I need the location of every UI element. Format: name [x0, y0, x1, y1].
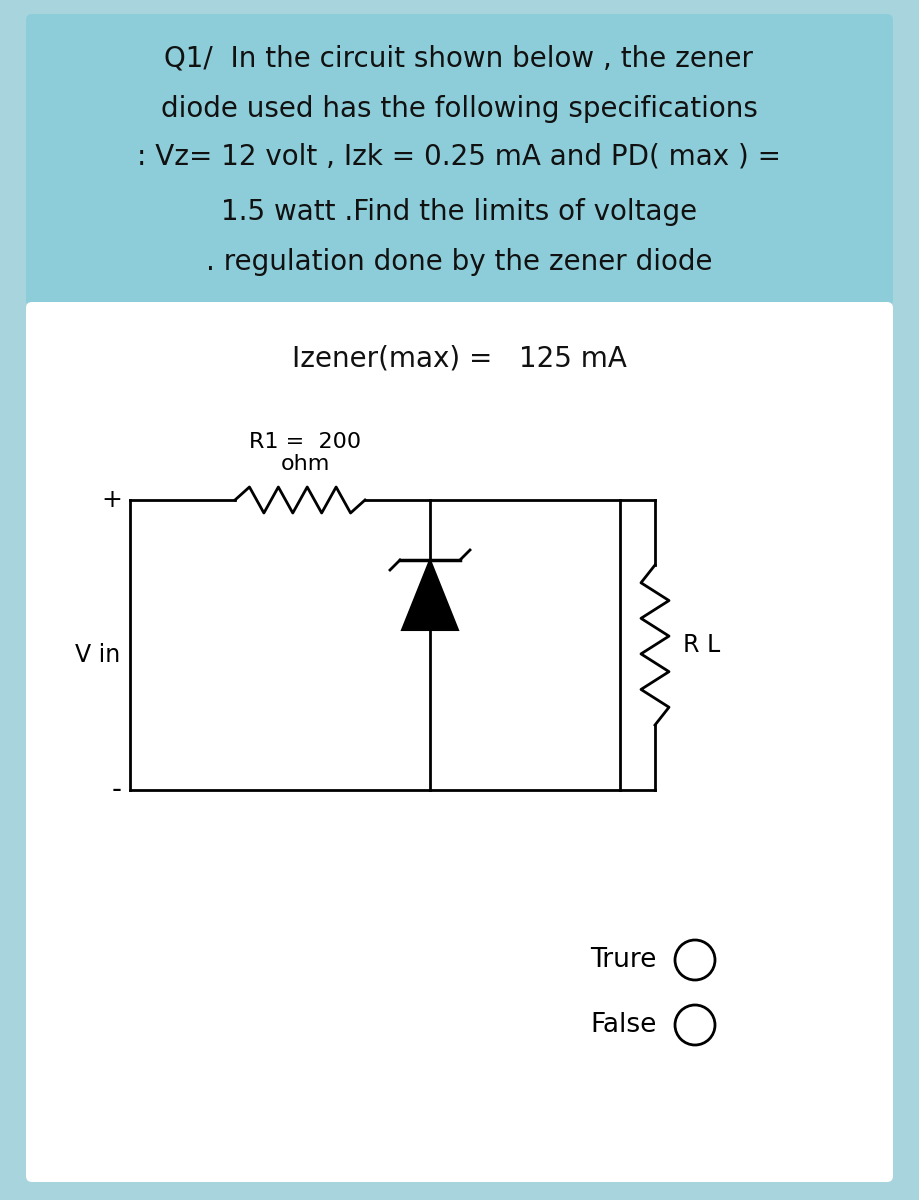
Text: False: False	[590, 1012, 656, 1038]
FancyBboxPatch shape	[8, 2, 911, 1198]
Text: ohm: ohm	[280, 454, 330, 474]
Text: Izener(max) =   125 mA: Izener(max) = 125 mA	[291, 346, 627, 373]
Text: . regulation done by the zener diode: . regulation done by the zener diode	[206, 248, 712, 276]
Text: Trure: Trure	[590, 947, 656, 973]
Text: R1 =  200: R1 = 200	[249, 432, 361, 452]
Text: V in: V in	[74, 643, 120, 667]
Text: diode used has the following specifications: diode used has the following specificati…	[161, 95, 757, 122]
Polygon shape	[402, 560, 458, 630]
Text: Q1/  In the circuit shown below , the zener: Q1/ In the circuit shown below , the zen…	[165, 44, 754, 73]
FancyBboxPatch shape	[26, 302, 893, 1182]
Text: R L: R L	[683, 634, 720, 658]
Text: : Vz= 12 volt , Izk = 0.25 mA and PD( max ) =: : Vz= 12 volt , Izk = 0.25 mA and PD( ma…	[137, 142, 781, 170]
Text: +: +	[101, 488, 122, 512]
Text: 1.5 watt .Find the limits of voltage: 1.5 watt .Find the limits of voltage	[221, 198, 698, 226]
Text: -: -	[112, 776, 122, 804]
FancyBboxPatch shape	[26, 14, 893, 306]
